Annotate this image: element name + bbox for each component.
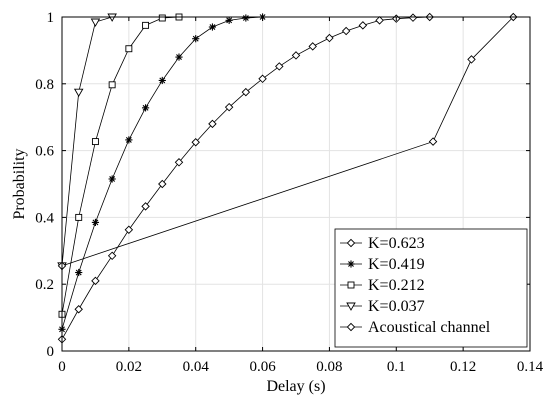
- data-point-square: [75, 213, 83, 221]
- data-point-diamond: [341, 26, 351, 36]
- data-point-diamond: [158, 179, 167, 189]
- legend-label: K=0.419: [368, 256, 425, 273]
- data-point-diamond: [107, 251, 117, 261]
- data-point-square: [142, 21, 150, 29]
- data-point-diamond: [174, 158, 184, 167]
- legend-label: K=0.037: [368, 298, 425, 315]
- data-point-diamond: [325, 33, 334, 43]
- legend-label: Acoustical channel: [368, 319, 491, 336]
- data-point-diamond: [346, 322, 356, 332]
- data-point-diamond: [358, 21, 368, 30]
- x-tick-label: 0.06: [249, 359, 276, 375]
- series: [58, 13, 267, 333]
- x-tick-label: 0.14: [517, 359, 544, 375]
- data-point-diamond: [124, 225, 134, 234]
- legend-item: K=0.419: [340, 256, 425, 273]
- data-point-star: [208, 23, 217, 31]
- data-point-diamond: [191, 138, 200, 147]
- data-point-star: [225, 16, 233, 24]
- y-tick-label: 0: [47, 344, 55, 360]
- series-line: [61, 16, 514, 267]
- data-point-triangle: [346, 302, 356, 311]
- data-point-triangle: [73, 88, 84, 98]
- legend-box: [334, 228, 528, 348]
- data-point-star: [108, 175, 116, 183]
- legend-item: K=0.212: [340, 277, 425, 294]
- data-point-square: [91, 138, 99, 146]
- data-point-diamond: [291, 51, 301, 60]
- legend-item: Acoustical channel: [340, 319, 491, 336]
- data-point-star: [141, 104, 150, 112]
- data-point-diamond: [241, 87, 251, 97]
- data-point-star: [175, 53, 183, 61]
- x-tick-label: 0.1: [387, 359, 406, 375]
- data-point-diamond: [428, 137, 438, 146]
- y-tick-label: 0.2: [35, 277, 54, 293]
- x-tick-label: 0: [58, 359, 66, 375]
- grid: [62, 17, 530, 351]
- data-point-triangle: [90, 18, 101, 27]
- data-point-star: [125, 136, 133, 144]
- data-point-star: [75, 268, 83, 277]
- data-point-star: [242, 14, 250, 22]
- data-point-diamond: [375, 16, 384, 25]
- data-point-square: [347, 281, 355, 289]
- legend-label: K=0.623: [368, 235, 425, 252]
- y-axis-label: Probability: [11, 148, 28, 219]
- x-tick-label: 0.04: [183, 359, 210, 375]
- x-axis-label: Delay (s): [266, 378, 325, 395]
- data-point-diamond: [258, 74, 267, 84]
- x-tick-label: 0.08: [316, 359, 342, 375]
- x-tick-label: 0.02: [116, 359, 142, 375]
- data-point-square: [125, 45, 133, 53]
- data-point-diamond: [467, 55, 476, 64]
- legend-item: K=0.037: [340, 298, 425, 315]
- y-tick-label: 0.8: [35, 77, 54, 93]
- data-point-diamond: [91, 276, 100, 286]
- axis-ticks: 0 0.02 0.04 0.06 0.08 0.1 0.12 0.14 0 0.2 0.4 0.6 0.…: [35, 10, 543, 375]
- data-point-diamond: [208, 119, 217, 129]
- x-tick-label: 0.12: [450, 359, 476, 375]
- data-point-diamond: [408, 13, 418, 22]
- legend-item: K=0.623: [340, 235, 425, 252]
- series: [57, 13, 117, 271]
- series-line: [61, 16, 113, 266]
- legend: K=0.623 K=0.419 K=0.212 K=0.037 Acoustical c…: [334, 228, 528, 348]
- y-tick-label: 1: [47, 10, 55, 26]
- data-point-diamond: [308, 42, 317, 51]
- data-point-star: [192, 35, 200, 43]
- data-point-diamond: [224, 102, 234, 112]
- data-point-square: [108, 81, 116, 89]
- data-point-star: [158, 76, 166, 85]
- data-point-diamond: [275, 62, 284, 71]
- data-point-star: [347, 260, 355, 268]
- data-point-diamond: [346, 238, 356, 248]
- series-line: [61, 16, 263, 330]
- y-tick-label: 0.6: [35, 144, 54, 160]
- plot-frame: [61, 16, 531, 352]
- data-point-square: [158, 14, 166, 22]
- legend-label: K=0.212: [368, 277, 425, 294]
- data-point-diamond: [141, 202, 150, 211]
- plot-series: [57, 12, 518, 344]
- data-point-diamond: [74, 305, 83, 314]
- data-point-star: [91, 218, 100, 227]
- y-tick-label: 0.4: [35, 210, 54, 226]
